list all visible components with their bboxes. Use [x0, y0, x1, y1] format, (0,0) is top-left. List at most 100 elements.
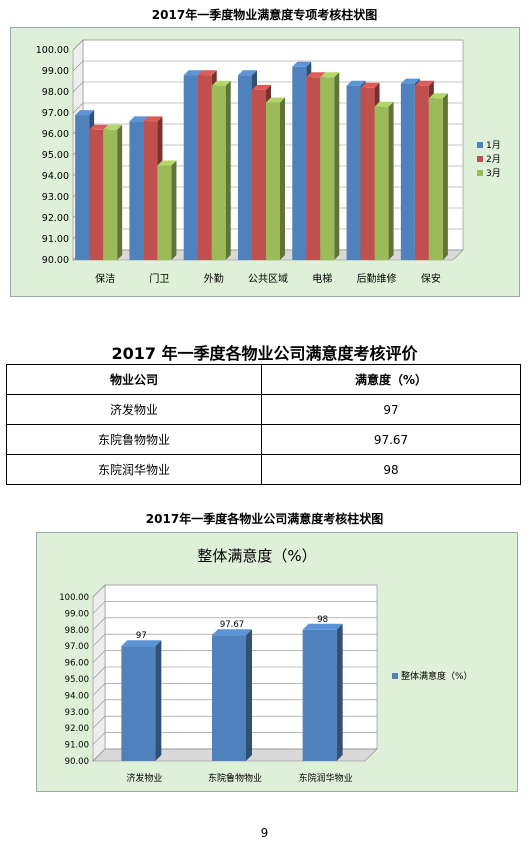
gridline: [72, 60, 463, 72]
y-tick-label: 90.00: [42, 255, 69, 266]
bar-top: [360, 82, 380, 88]
y-tick-label: 97.00: [65, 642, 89, 652]
legend-swatch: [392, 673, 398, 679]
y-tick-label: 93.00: [42, 192, 69, 203]
satisfaction-table: 物业公司 满意度（%） 济发物业 97 东院鲁物物业 97.67 东院润华物业 …: [6, 364, 521, 485]
y-tick-label: 97.00: [42, 108, 69, 119]
y-tick-label: 91.00: [65, 741, 89, 751]
bar-side: [225, 80, 231, 260]
gridline: [92, 748, 377, 762]
bar-side: [336, 623, 343, 761]
table-row: 济发物业 97: [6, 394, 521, 425]
x-category-label: 保洁: [95, 272, 115, 285]
bar: [103, 129, 118, 260]
bar: [197, 75, 212, 260]
bar: [129, 121, 144, 261]
x-category-label: 后勤维修: [357, 272, 397, 285]
data-label: 98: [317, 615, 328, 625]
bar-side: [117, 124, 123, 260]
bar: [143, 121, 158, 261]
y-tick-label: 95.00: [65, 675, 89, 685]
bar-side: [442, 93, 448, 260]
bar-top: [302, 623, 343, 630]
page-number: 9: [260, 826, 269, 840]
bar-top: [346, 80, 366, 86]
bar-top: [211, 80, 231, 86]
x-category-label: 东院润华物业: [299, 772, 353, 784]
legend-label: 2月: [486, 154, 501, 165]
bar-top: [103, 124, 123, 130]
bar: [306, 77, 321, 260]
gridline: [92, 683, 377, 696]
bar-top: [212, 629, 252, 636]
bar-side: [155, 640, 162, 761]
bar: [157, 165, 172, 260]
x-category-label: 东院鲁物物业: [208, 772, 262, 784]
table-row: 东院润华物业 98: [6, 454, 521, 485]
y-tick-label: 99.00: [65, 609, 89, 619]
bar-top: [320, 72, 340, 78]
data-label: 97: [136, 631, 147, 641]
bar-top: [428, 93, 448, 99]
y-tick-label: 100.00: [59, 593, 89, 603]
bar-top: [157, 160, 177, 166]
company-cell: 济发物业: [6, 394, 262, 425]
bar: [360, 87, 375, 260]
bar-top: [266, 97, 285, 103]
x-category-label: 保安: [421, 272, 441, 285]
bar-top: [183, 70, 203, 76]
bar: [266, 102, 280, 260]
legend-swatch: [477, 142, 483, 148]
bar: [374, 106, 389, 260]
y-tick-label: 94.00: [42, 171, 69, 182]
chart1-svg: 90.00 91.00 92.00 93.00 94.00 95.00 96.00 97.00…: [36, 39, 501, 285]
bar: [89, 129, 104, 260]
chart2-container: 90.00 91.00 92.00 93.00 94.00 95.00 96.00 97.00…: [36, 532, 518, 792]
satisfaction-cell: 97: [261, 394, 521, 425]
bar-top: [89, 124, 109, 130]
bar: [302, 629, 337, 761]
bar-top: [292, 61, 312, 67]
y-tick-label: 96.00: [42, 129, 69, 140]
y-tick-label: 98.00: [42, 87, 69, 98]
company-cell: 东院润华物业: [6, 454, 262, 485]
legend-swatch: [477, 170, 483, 176]
legend-label: 1月: [486, 140, 501, 151]
table-row: 东院鲁物物业 97.67: [6, 424, 521, 455]
bar: [183, 75, 198, 260]
chart2-caption: 2017年一季度各物业公司满意度考核柱状图: [145, 512, 384, 526]
bar: [211, 85, 226, 260]
bar-top: [374, 101, 394, 107]
bar: [212, 635, 246, 761]
y-tick-label: 90.00: [65, 757, 89, 767]
bar: [414, 85, 429, 260]
y-tick-label: 92.00: [65, 724, 89, 734]
bar-top: [143, 116, 163, 122]
y-tick-label: 95.00: [42, 150, 69, 161]
satisfaction-cell: 98: [261, 454, 521, 485]
bar-side: [280, 97, 285, 260]
bar-top: [197, 70, 217, 76]
bar: [346, 85, 361, 260]
x-category-label: 公共区域: [248, 272, 288, 285]
gridline: [92, 732, 377, 745]
legend-swatch: [477, 156, 483, 162]
y-tick-label: 98.00: [65, 626, 89, 636]
gridline: [92, 601, 377, 614]
gridline: [92, 650, 377, 663]
bar-top: [414, 80, 434, 86]
bar-top: [129, 116, 149, 122]
bar: [320, 77, 335, 260]
bar: [252, 89, 266, 261]
table-header-row: 物业公司 满意度（%）: [6, 364, 521, 395]
table-title: 2017 年一季度各物业公司满意度考核评价: [111, 344, 418, 363]
bar: [238, 75, 252, 260]
bar-top: [306, 72, 326, 78]
bar: [292, 66, 307, 260]
chart-title: 整体满意度（%）: [197, 547, 316, 565]
bar-top: [75, 110, 95, 116]
y-tick-label: 99.00: [42, 66, 69, 77]
bar-side: [246, 629, 252, 761]
company-cell: 东院鲁物物业: [6, 424, 262, 455]
satisfaction-cell: 97.67: [261, 424, 521, 455]
